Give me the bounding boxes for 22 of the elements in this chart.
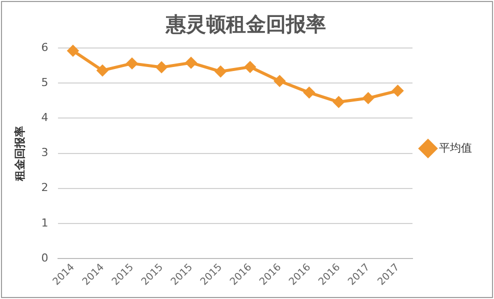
point <box>392 85 404 96</box>
y-tick-label: 5 <box>41 76 48 89</box>
point <box>215 66 226 78</box>
point <box>244 61 256 72</box>
chart-title: 惠灵顿租金回报率 <box>165 12 326 36</box>
point <box>67 45 78 56</box>
y-tick-label: 6 <box>41 40 48 54</box>
y-tick-label: 2 <box>41 181 48 194</box>
y-axis-title: 租金回报率 <box>13 126 26 182</box>
point <box>274 75 286 86</box>
point <box>156 62 168 73</box>
point <box>304 87 315 98</box>
legend-label: 平均值 <box>439 141 472 154</box>
y-tick-label: 4 <box>41 111 48 124</box>
point <box>362 92 374 104</box>
y-tick-label: 3 <box>41 146 48 160</box>
point <box>96 64 108 76</box>
y-tick-label: 1 <box>41 216 48 230</box>
y-tick-label: 0 <box>41 251 48 264</box>
point <box>126 58 138 69</box>
point <box>186 57 197 68</box>
point <box>333 96 344 108</box>
